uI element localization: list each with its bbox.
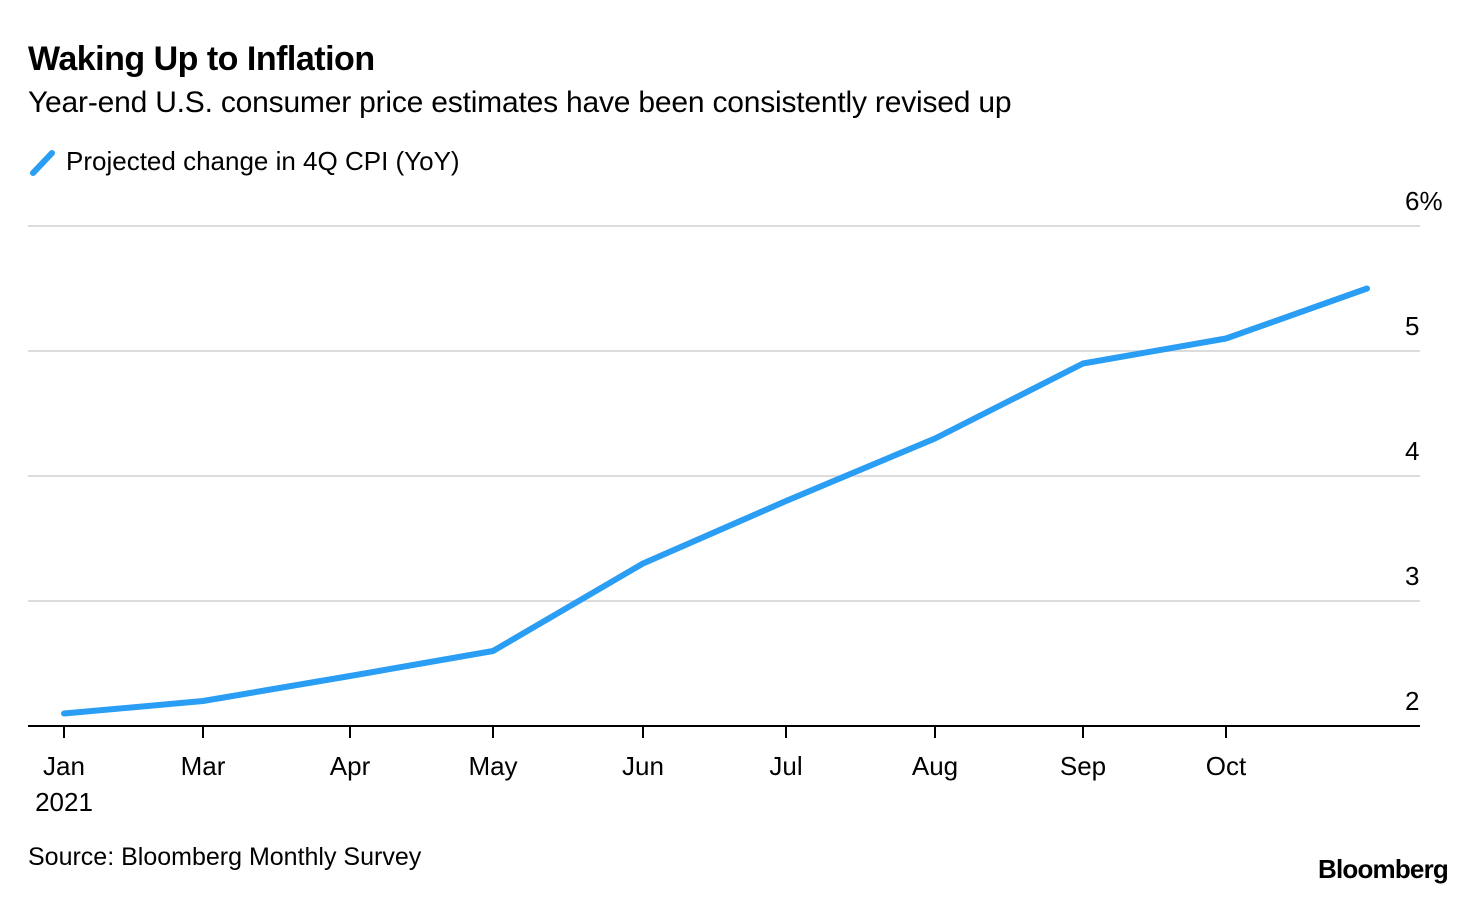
x-tick-label: Jul xyxy=(769,751,802,781)
bloomberg-logo: Bloomberg xyxy=(1317,854,1449,884)
x-tick-label: Sep xyxy=(1060,751,1106,781)
chart-title: Waking Up to Inflation xyxy=(28,40,375,78)
legend: Projected change in 4Q CPI (YoY) xyxy=(28,146,460,177)
y-tick-label: 4 xyxy=(1405,436,1419,466)
source-note: Source: Bloomberg Monthly Survey xyxy=(28,843,422,871)
x-axis: Jan 2021 Mar Apr May Jun Jul Aug Sep Oct xyxy=(28,725,1420,817)
x-tick-label: Aug xyxy=(912,751,958,781)
series-layer xyxy=(61,285,1370,717)
chart-subtitle: Year-end U.S. consumer price estimates h… xyxy=(28,86,1012,119)
x-tick-label: Jan xyxy=(43,751,85,781)
y-tick-label: 3 xyxy=(1405,561,1419,591)
y-tick-label: 6% xyxy=(1405,186,1443,216)
gridlines xyxy=(28,225,1420,602)
x-tick-label: Jun xyxy=(622,751,664,781)
x-tick-sublabel: 2021 xyxy=(35,787,93,817)
x-tick-label: Apr xyxy=(330,751,371,781)
y-axis-labels: 2 3 4 5 6% xyxy=(1405,186,1443,716)
legend-line-icon xyxy=(30,149,55,176)
x-tick-label: May xyxy=(468,751,517,781)
x-tick-label: Oct xyxy=(1206,751,1247,781)
series-line xyxy=(61,285,1370,717)
x-tick-label: Mar xyxy=(181,751,226,781)
y-tick-label: 2 xyxy=(1405,686,1419,716)
y-tick-label: 5 xyxy=(1405,311,1419,341)
legend-label: Projected change in 4Q CPI (YoY) xyxy=(66,146,460,176)
